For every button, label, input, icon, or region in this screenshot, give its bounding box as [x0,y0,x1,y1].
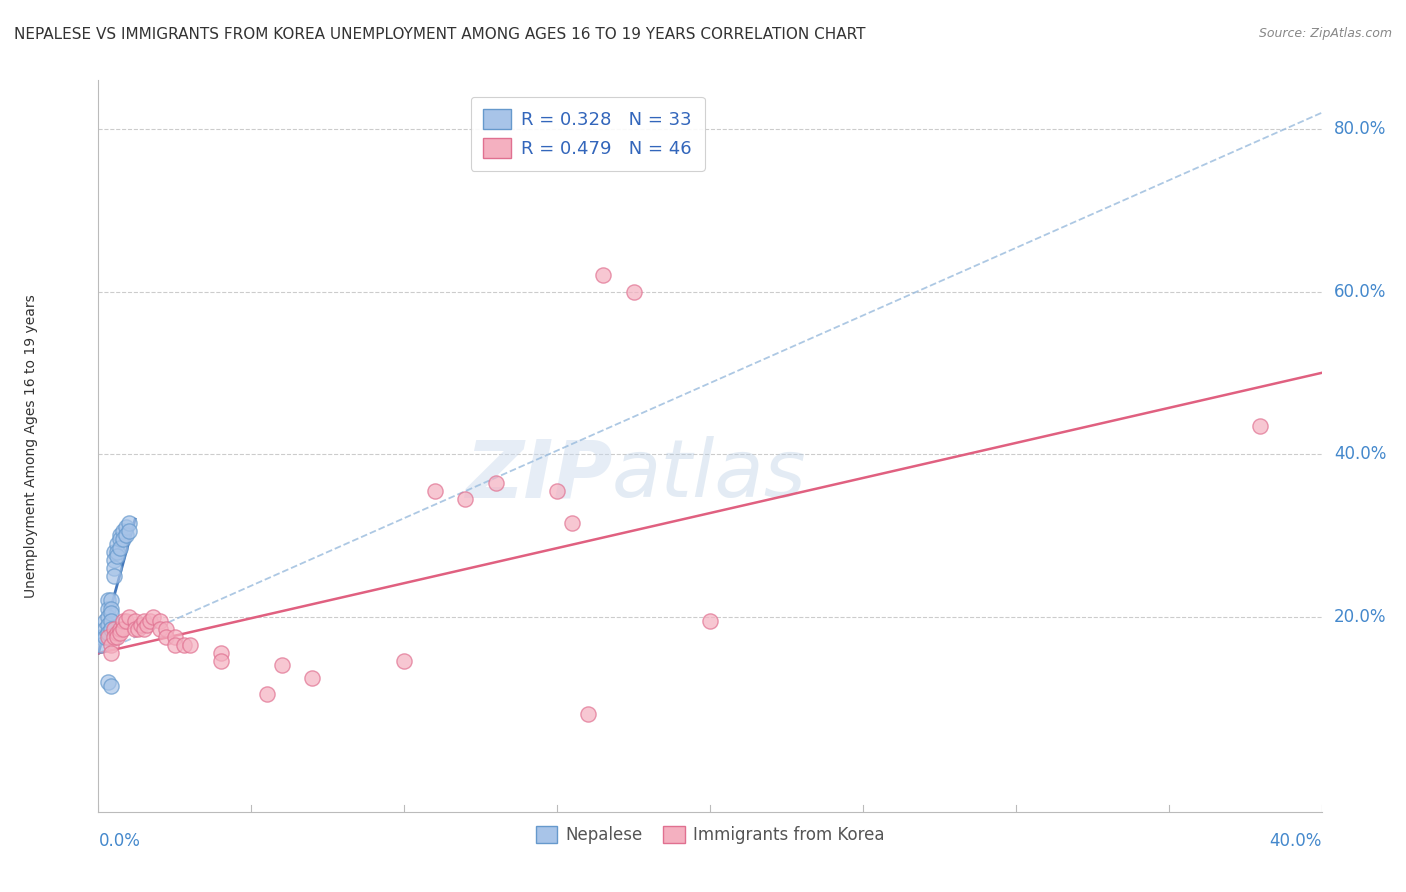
Point [155,630,177,644]
Point [100,638,122,652]
Point [592,268,614,283]
Text: 60.0%: 60.0% [1334,283,1386,301]
Point [136,617,159,632]
Point [454,491,477,506]
Point [103,553,125,567]
Point [105,549,128,563]
Point [149,614,172,628]
Point [155,622,177,636]
Point [97,601,120,615]
Point [173,638,195,652]
Point [118,524,141,539]
Point [105,626,128,640]
Point [100,646,122,660]
Point [124,614,146,628]
Point [546,483,568,498]
Point [103,561,125,575]
Point [108,528,131,542]
Point [163,630,186,644]
Point [103,630,125,644]
Point [103,622,125,636]
Point [108,626,131,640]
Point [100,614,122,628]
Point [97,674,120,689]
Point [105,536,128,550]
Point [111,614,134,628]
Point [93,630,115,644]
Text: 80.0%: 80.0% [1334,120,1386,138]
Point [90,638,112,652]
Text: atlas: atlas [612,436,807,515]
Point [105,630,128,644]
Point [108,533,131,547]
Point [111,524,134,539]
Point [423,483,446,498]
Point [124,622,146,636]
Point [103,569,125,583]
Point [90,630,112,644]
Point [97,626,120,640]
Point [93,622,115,636]
Point [108,541,131,555]
Text: ZIP: ZIP [465,436,612,515]
Point [485,475,508,490]
Point [129,617,152,632]
Point [623,285,645,299]
Point [127,622,149,636]
Point [100,593,122,607]
Point [134,622,156,636]
Point [100,606,122,620]
Point [97,593,120,607]
Point [209,654,232,668]
Point [118,609,141,624]
Point [256,687,278,701]
Point [93,614,115,628]
Point [1249,418,1271,433]
Point [115,520,138,534]
Point [111,622,134,636]
Point [103,544,125,558]
Point [118,516,141,531]
Point [97,609,120,624]
Text: Unemployment Among Ages 16 to 19 years: Unemployment Among Ages 16 to 19 years [24,294,38,598]
Point [100,622,122,636]
Point [111,533,134,547]
Point [392,654,416,668]
Legend: Nepalese, Immigrants from Korea: Nepalese, Immigrants from Korea [529,820,891,851]
Point [100,679,122,693]
Point [115,614,138,628]
Point [142,609,165,624]
Point [209,646,232,660]
Point [561,516,583,531]
Point [115,528,138,542]
Text: Source: ZipAtlas.com: Source: ZipAtlas.com [1258,27,1392,40]
Point [699,614,721,628]
Point [270,658,292,673]
Point [105,544,128,558]
Text: 0.0%: 0.0% [98,832,141,850]
Point [149,622,172,636]
Point [100,601,122,615]
Point [139,614,162,628]
Point [301,671,323,685]
Point [134,614,156,628]
Text: 20.0%: 20.0% [1334,607,1386,625]
Point [179,638,201,652]
Text: 40.0%: 40.0% [1270,832,1322,850]
Point [97,617,120,632]
Point [163,638,186,652]
Text: NEPALESE VS IMMIGRANTS FROM KOREA UNEMPLOYMENT AMONG AGES 16 TO 19 YEARS CORRELA: NEPALESE VS IMMIGRANTS FROM KOREA UNEMPL… [14,27,866,42]
Point [576,707,599,722]
Point [97,630,120,644]
Text: 40.0%: 40.0% [1334,445,1386,463]
Point [108,622,131,636]
